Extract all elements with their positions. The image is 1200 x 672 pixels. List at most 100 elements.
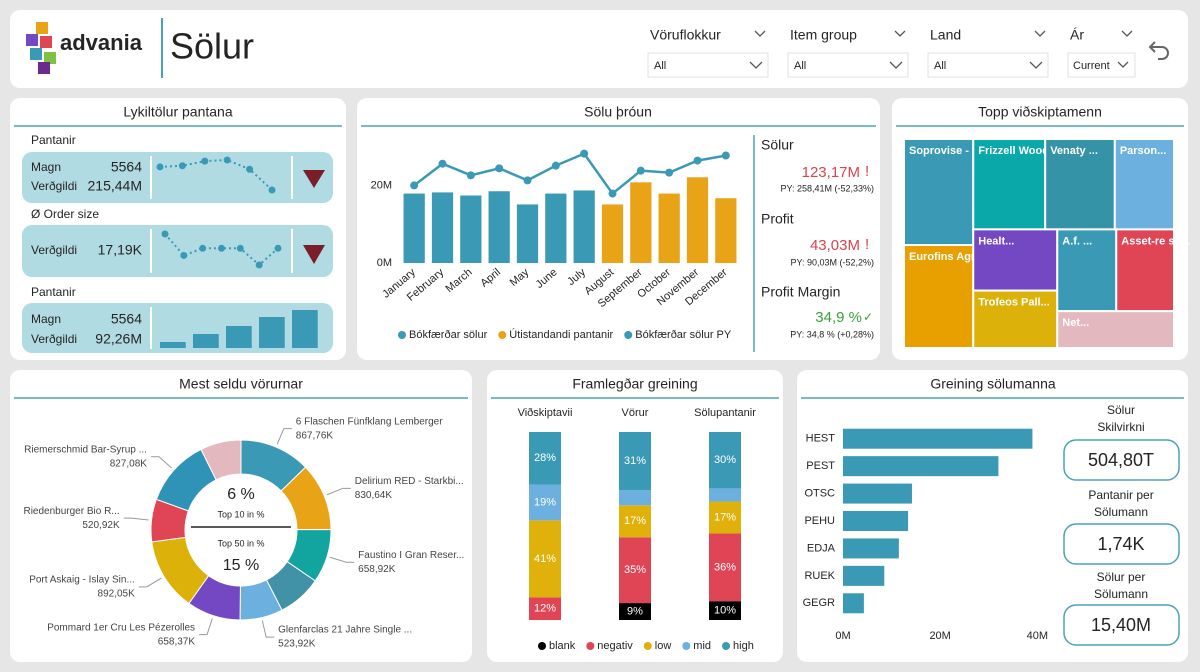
panel-title: Framlegðar greining <box>572 376 697 392</box>
tile-label: Trofeos Pall... <box>978 296 1050 308</box>
sparkline-point <box>156 163 164 171</box>
filter-label: Ár <box>1070 27 1084 43</box>
dropdown[interactable] <box>1067 52 1136 78</box>
line-point <box>693 156 702 165</box>
sparkline-point <box>178 162 186 170</box>
data-label: 36% <box>714 561 736 573</box>
bar <box>715 198 737 263</box>
kpi-flag: ! <box>865 163 869 180</box>
treemap-tile <box>903 244 975 349</box>
legend-swatch <box>398 331 406 339</box>
legend-swatch <box>498 331 507 339</box>
kpi-py: PY: 90,03M (-52,2%) <box>790 257 874 267</box>
sparkline-point <box>161 230 169 238</box>
line-point <box>608 189 617 198</box>
panel <box>10 370 472 662</box>
legend-label: low <box>655 640 672 652</box>
line-point <box>466 171 475 180</box>
sparkline-point <box>274 244 282 252</box>
kpi-label: Magn <box>31 312 61 326</box>
legend-swatch <box>722 642 731 650</box>
undo-button[interactable] <box>1148 41 1169 60</box>
legend-swatch <box>682 642 691 650</box>
logo-cube <box>44 52 56 64</box>
kpi-label: Verðgildi <box>31 332 77 346</box>
bar <box>686 177 709 263</box>
kpi-py: PY: 258,41M (-52,33%) <box>780 183 874 193</box>
filter[interactable]: Ár Current <box>1067 27 1136 78</box>
chevron <box>754 30 766 37</box>
trend-down-icon <box>303 170 325 188</box>
center-value: 6 % <box>227 486 255 503</box>
chevron <box>1029 61 1043 69</box>
bar <box>843 593 864 614</box>
panel-title: Greining sölumanna <box>930 376 1056 392</box>
kpi-label: Verðgildi <box>31 179 77 193</box>
dropdown[interactable] <box>927 52 1049 78</box>
stack-segment <box>529 520 561 598</box>
data-label: 28% <box>534 452 556 464</box>
stack-segment <box>619 432 651 491</box>
legend-label: Bókfærðar sölur PY <box>635 329 732 341</box>
chevron <box>894 30 906 37</box>
stack-segment <box>619 537 651 604</box>
card-label: Sölur <box>1107 403 1135 417</box>
sparkline-point <box>201 157 209 165</box>
chevron <box>1034 30 1046 37</box>
tile-label: Healt... <box>978 235 1014 247</box>
sparkline-point <box>268 186 276 194</box>
kpi-card <box>1063 439 1180 481</box>
dropdown[interactable] <box>647 52 769 78</box>
filter-value: All <box>794 60 806 72</box>
mini-bar <box>160 342 186 348</box>
filter[interactable]: Land All <box>927 27 1049 78</box>
line-point <box>438 159 447 168</box>
treemap-tile <box>1115 228 1175 313</box>
page-title: Sölur <box>170 26 254 67</box>
card-label: Sölumann <box>1094 505 1148 519</box>
logo-cube <box>30 48 42 60</box>
y-tick-label: 0M <box>377 257 392 269</box>
mini-bar <box>292 310 318 348</box>
y-tick-label: GEGR <box>803 597 835 609</box>
stack-segment <box>529 597 561 620</box>
chevron <box>1121 30 1133 37</box>
filter[interactable]: Vöruflokkur All <box>647 27 769 78</box>
stack-segment <box>619 603 651 620</box>
bar <box>843 511 909 531</box>
donut-value: 523,92K <box>278 639 316 650</box>
chevron <box>749 61 763 69</box>
tile-label: Net... <box>1062 317 1089 329</box>
bar <box>488 191 510 263</box>
stack-segment <box>529 484 561 521</box>
card-label: Sölur per <box>1097 570 1146 584</box>
kpi-py: PY: 34,8 % (+0,28%) <box>790 329 874 339</box>
kpi-value: 215,44M <box>88 178 142 194</box>
donut-label: Delirium RED - Starkbi... <box>355 476 464 487</box>
y-tick-label: HEST <box>806 433 836 445</box>
kpi-card <box>1063 523 1180 565</box>
kpi-value: 92,26M <box>95 331 142 347</box>
data-label: 41% <box>534 553 556 565</box>
dropdown[interactable] <box>787 52 909 78</box>
bar <box>545 193 567 263</box>
bar <box>516 204 539 263</box>
sparkline <box>159 158 273 191</box>
filter[interactable]: Item group All <box>787 27 909 78</box>
x-tick-label: 0M <box>835 630 850 642</box>
bar <box>431 192 454 263</box>
bar <box>843 483 912 504</box>
logo-cube <box>40 36 52 48</box>
filter-label: Item group <box>790 27 857 43</box>
kpi-label: Profit <box>761 211 794 227</box>
donut-label: Port Askaig - Islay Sin... <box>29 574 135 585</box>
donut-value: 520,92K <box>82 520 120 531</box>
line-point <box>410 181 419 190</box>
center-label: Top 10 in % <box>217 509 264 519</box>
sparkline-point <box>223 156 231 164</box>
kpi-flag: ✓ <box>863 310 873 324</box>
panel-title: Sölu þróun <box>584 104 652 120</box>
kpi-label: Profit Margin <box>761 284 840 300</box>
legend-swatch <box>624 331 633 339</box>
